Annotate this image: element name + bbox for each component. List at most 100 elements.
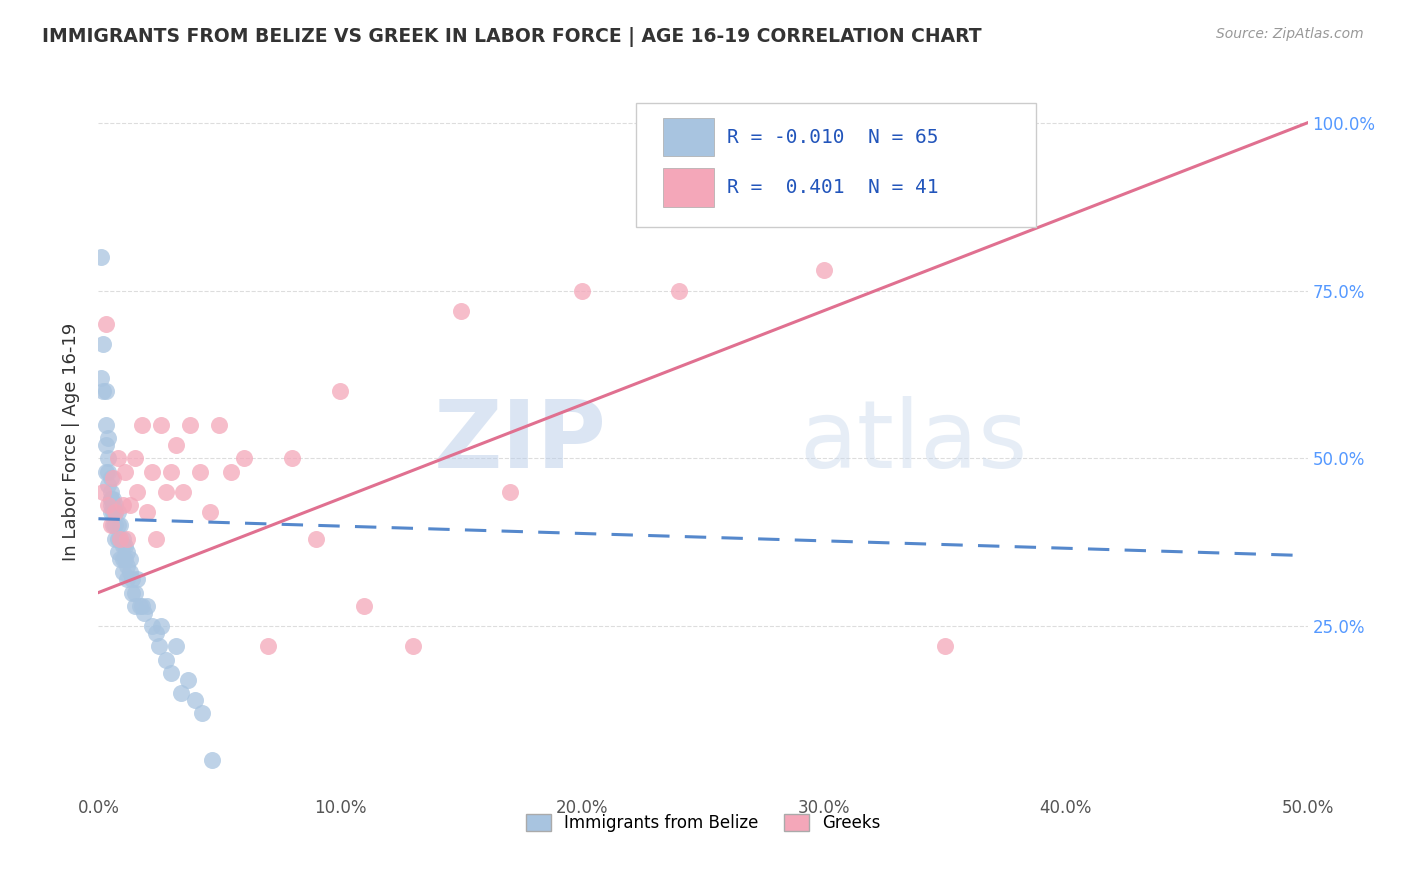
- Point: [117, 532, 139, 546]
- Point: [104, 498, 127, 512]
- Point: [160, 465, 183, 479]
- Point: [101, 491, 124, 506]
- Point: [111, 532, 134, 546]
- Point: [97, 431, 120, 445]
- Point: [107, 505, 129, 519]
- Point: [160, 666, 183, 681]
- Point: [101, 471, 124, 485]
- Point: [281, 451, 304, 466]
- Text: ZIP: ZIP: [433, 395, 606, 488]
- Point: [114, 552, 136, 566]
- Point: [124, 585, 146, 599]
- Point: [104, 532, 127, 546]
- Text: Source: ZipAtlas.com: Source: ZipAtlas.com: [1216, 27, 1364, 41]
- Point: [111, 552, 134, 566]
- Text: R = -0.010  N = 65: R = -0.010 N = 65: [727, 128, 939, 146]
- Point: [145, 625, 167, 640]
- Point: [101, 505, 124, 519]
- Text: IMMIGRANTS FROM BELIZE VS GREEK IN LABOR FORCE | AGE 16-19 CORRELATION CHART: IMMIGRANTS FROM BELIZE VS GREEK IN LABOR…: [42, 27, 981, 46]
- Point: [100, 471, 122, 485]
- Point: [305, 532, 328, 546]
- Point: [101, 518, 124, 533]
- Point: [127, 484, 149, 499]
- Text: atlas: atlas: [800, 395, 1028, 488]
- Point: [104, 505, 127, 519]
- Point: [94, 465, 117, 479]
- Point: [145, 532, 167, 546]
- Point: [114, 539, 136, 553]
- Point: [141, 619, 163, 633]
- Point: [813, 263, 835, 277]
- Point: [177, 673, 200, 687]
- Point: [402, 639, 425, 653]
- Point: [117, 558, 139, 573]
- Point: [97, 465, 120, 479]
- Point: [232, 451, 254, 466]
- Point: [131, 599, 153, 613]
- Point: [135, 599, 157, 613]
- Point: [108, 518, 131, 533]
- Point: [172, 484, 194, 499]
- Point: [450, 303, 472, 318]
- Point: [107, 518, 129, 533]
- Point: [934, 639, 956, 653]
- Point: [498, 484, 520, 499]
- Point: [121, 572, 143, 586]
- Point: [107, 451, 129, 466]
- Point: [108, 532, 131, 546]
- Point: [148, 639, 170, 653]
- Point: [221, 465, 243, 479]
- Point: [150, 417, 173, 432]
- Point: [104, 518, 127, 533]
- Point: [94, 438, 117, 452]
- FancyBboxPatch shape: [664, 118, 714, 156]
- Point: [134, 606, 156, 620]
- Point: [198, 505, 221, 519]
- Point: [108, 532, 131, 546]
- Point: [118, 498, 141, 512]
- Point: [90, 250, 112, 264]
- Legend: Immigrants from Belize, Greeks: Immigrants from Belize, Greeks: [519, 807, 887, 838]
- Point: [169, 686, 191, 700]
- Point: [97, 498, 120, 512]
- Point: [100, 498, 122, 512]
- Point: [155, 484, 177, 499]
- Point: [111, 539, 134, 553]
- Point: [165, 438, 187, 452]
- Y-axis label: In Labor Force | Age 16-19: In Labor Force | Age 16-19: [62, 322, 80, 561]
- Point: [124, 599, 146, 613]
- Point: [100, 518, 122, 533]
- Point: [94, 384, 117, 399]
- Point: [118, 566, 141, 580]
- Point: [128, 599, 150, 613]
- Point: [100, 491, 122, 506]
- Point: [668, 284, 690, 298]
- Point: [90, 371, 112, 385]
- Point: [100, 505, 122, 519]
- Point: [155, 653, 177, 667]
- Point: [117, 545, 139, 559]
- Point: [191, 706, 214, 721]
- Point: [108, 552, 131, 566]
- Point: [208, 417, 231, 432]
- FancyBboxPatch shape: [637, 103, 1035, 227]
- Point: [353, 599, 375, 613]
- Point: [127, 572, 149, 586]
- Point: [100, 484, 122, 499]
- Point: [97, 478, 120, 492]
- Point: [118, 552, 141, 566]
- Point: [329, 384, 352, 399]
- Point: [188, 465, 211, 479]
- Point: [91, 484, 114, 499]
- Point: [165, 639, 187, 653]
- FancyBboxPatch shape: [664, 169, 714, 207]
- Point: [135, 505, 157, 519]
- Point: [91, 384, 114, 399]
- Point: [114, 465, 136, 479]
- Point: [131, 417, 153, 432]
- Point: [107, 545, 129, 559]
- Point: [117, 572, 139, 586]
- Point: [100, 491, 122, 506]
- Point: [107, 532, 129, 546]
- Point: [111, 498, 134, 512]
